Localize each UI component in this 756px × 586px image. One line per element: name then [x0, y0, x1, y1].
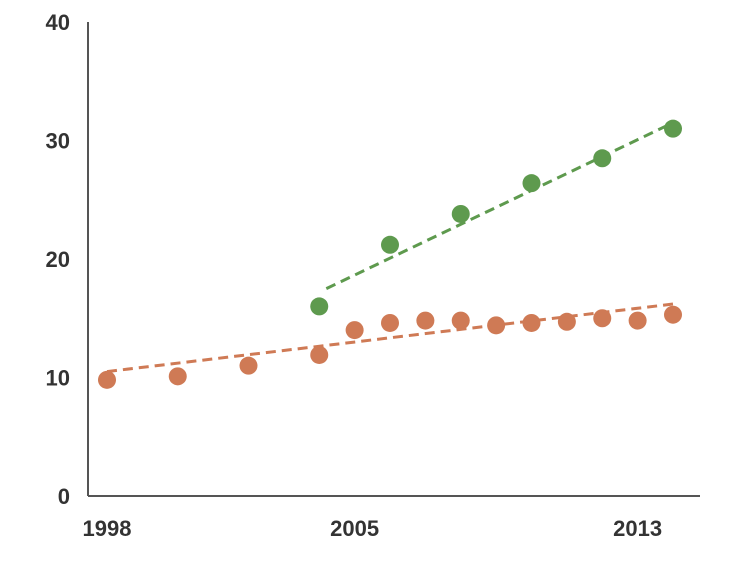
series-1-point: [628, 311, 647, 330]
trend-lines: [106, 121, 674, 374]
y-tick-label: 10: [46, 366, 70, 391]
series-2-point: [381, 235, 399, 254]
y-tick-label: 0: [58, 484, 70, 509]
series-1-point: [168, 367, 187, 386]
y-tick-label: 40: [46, 10, 70, 35]
series-2-point: [664, 119, 682, 138]
series-1-point: [381, 313, 399, 332]
series-2-point: [522, 174, 541, 193]
series-1-point: [239, 356, 258, 375]
series-2-trend-line: [325, 121, 674, 290]
x-tick-label: 2013: [613, 516, 662, 541]
series-1-point: [664, 305, 682, 324]
series-1-point: [98, 370, 116, 389]
series-1-point: [416, 311, 435, 330]
x-tick-label: 1998: [83, 516, 132, 541]
series-1-point: [593, 309, 612, 328]
series-1-point: [451, 311, 470, 330]
y-tick-labels: 0 10 20 30 40: [46, 10, 70, 509]
y-tick-label: 20: [46, 247, 70, 272]
y-tick-label: 30: [46, 129, 70, 154]
series-1-point: [557, 312, 576, 331]
series-2-point: [310, 297, 329, 316]
series-2-point: [593, 149, 612, 168]
series-1-point: [522, 313, 541, 332]
series-1-point: [310, 345, 329, 364]
x-tick-labels: 1998 2005 2013: [83, 516, 663, 541]
series-1-point: [345, 321, 364, 340]
series-1-point: [487, 316, 506, 335]
x-tick-label: 2005: [330, 516, 379, 541]
series-2-point: [451, 204, 470, 223]
data-points: [98, 119, 682, 389]
axes: [87, 22, 700, 497]
